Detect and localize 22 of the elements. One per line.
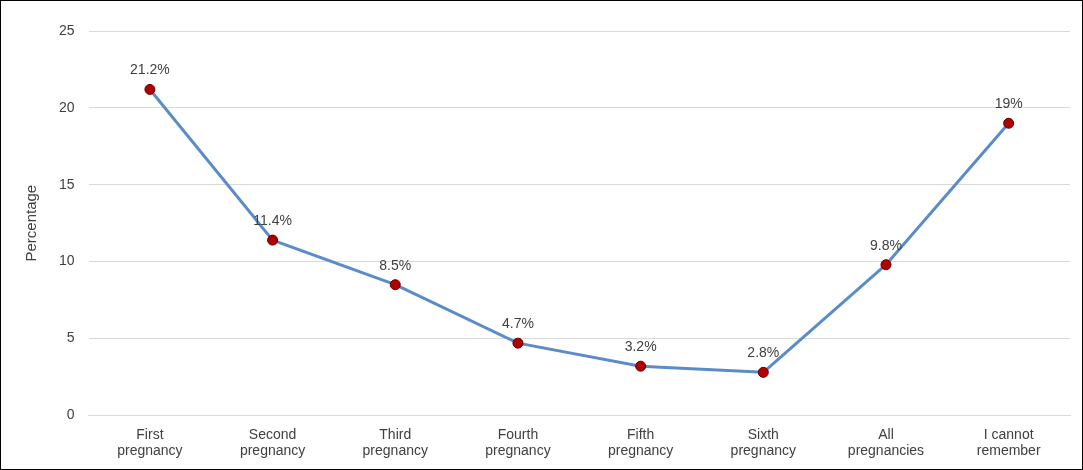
x-tick-label: Second pregnancy <box>239 425 306 459</box>
x-tick-label: All pregnancies <box>847 425 925 459</box>
y-axis-title: Percentage <box>22 184 40 262</box>
x-tick-label: Third pregnancy <box>362 425 428 459</box>
data-label: 9.8% <box>870 236 902 253</box>
data-label: 21.2% <box>130 61 170 78</box>
data-label: 8.5% <box>379 256 412 273</box>
x-tick-label: Fifth pregnancy <box>607 425 674 459</box>
x-tick-label: Fourth pregnancy <box>485 425 551 459</box>
y-tick-label: 10 <box>58 252 75 269</box>
y-tick-label: 0 <box>66 406 75 423</box>
y-tick-label: 5 <box>66 329 75 346</box>
x-tick-label: Sixth pregnancy <box>730 425 796 459</box>
data-label: 4.7% <box>501 314 534 331</box>
x-tick-label: First pregnancy <box>117 425 183 459</box>
y-tick-label: 20 <box>58 98 75 115</box>
y-tick-label: 25 <box>58 21 75 38</box>
data-label: 3.2% <box>624 338 657 355</box>
data-label: 2.8% <box>747 344 780 361</box>
data-label: 19% <box>994 95 1023 112</box>
x-tick-label: I cannot remember <box>976 425 1041 459</box>
y-tick-label: 15 <box>58 175 75 192</box>
